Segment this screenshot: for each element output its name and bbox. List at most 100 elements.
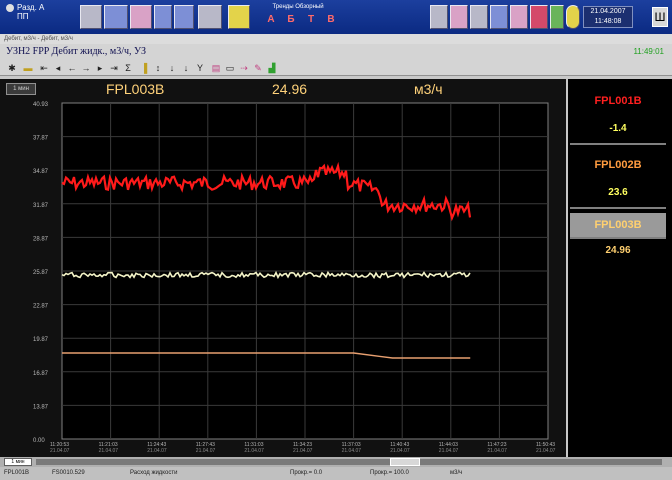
status-high: Прокр.= 100.0 xyxy=(370,470,409,476)
trend-chart-svg[interactable]: 40.93 37.87 34.87 31.87 28.87 25.87 22.87 19.87… xyxy=(0,101,566,457)
y-tick-label: 19.87 xyxy=(33,337,49,343)
title-bar: УЗН2 FPP Дебит жидк., м3/ч, УЗ 11:49:01 xyxy=(0,44,672,60)
scroll-track[interactable] xyxy=(36,459,662,465)
toolbar-button-6[interactable] xyxy=(198,5,222,29)
scroll-back-icon[interactable]: ← xyxy=(67,63,77,73)
x-tick-date: 21.04.07 xyxy=(244,448,264,454)
toolbar-button-4[interactable] xyxy=(154,5,172,29)
step-forward-icon[interactable]: ▸ xyxy=(97,63,103,73)
chart-icon[interactable]: ▟ xyxy=(268,63,276,73)
x-tick-date: 21.04.07 xyxy=(487,448,507,454)
toolbar-letter-t[interactable]: Т xyxy=(307,14,315,25)
scroll-forward-icon[interactable]: → xyxy=(81,63,91,73)
export-icon[interactable]: ⇢ xyxy=(240,63,248,73)
x-tick-time: 11:37:03 xyxy=(342,442,361,448)
toolbar-group-label: Тренды Обзорный xyxy=(272,4,324,10)
x-tick-time: 11:21:03 xyxy=(99,442,118,448)
y-tick-label: 37.87 xyxy=(33,136,49,142)
toolbar-button-2[interactable] xyxy=(104,5,128,29)
toolbar-button-1[interactable] xyxy=(80,5,102,29)
tag-card-3-header[interactable]: FPL003B xyxy=(570,213,666,239)
selected-tag: FPL003B xyxy=(106,81,165,97)
x-tick-date: 21.04.07 xyxy=(293,448,313,454)
logo-circle-icon xyxy=(6,3,14,12)
open-folder-icon[interactable]: ▬ xyxy=(23,63,33,73)
status-bar: FPL001B FS0010.529 Расход жидкости Прокр… xyxy=(0,467,672,480)
status-code: FS0010.529 xyxy=(52,470,85,476)
sum-icon[interactable]: Σ xyxy=(125,63,131,73)
tag-card-3-body[interactable]: 24.96 xyxy=(570,239,666,265)
tag-card-1-value: -1.4 xyxy=(609,123,627,134)
copy-icon[interactable]: ▭ xyxy=(225,63,235,73)
print-icon[interactable]: ▤ xyxy=(211,63,221,73)
fit-icon[interactable]: ▐ xyxy=(140,63,148,73)
alarm-indicator-icon[interactable] xyxy=(566,5,580,29)
scroll-thumb[interactable] xyxy=(390,458,420,466)
series-yellow-line xyxy=(61,270,471,280)
x-tick-date: 21.04.07 xyxy=(99,448,119,454)
tag-card-2-name: FPL002B xyxy=(594,159,642,171)
toolbar-button-8[interactable] xyxy=(450,5,468,29)
folder-icon[interactable] xyxy=(228,5,250,29)
tag-card-1-name: FPL001B xyxy=(594,95,642,107)
zoom-out-icon[interactable]: ⇤ xyxy=(40,63,48,73)
toolbar-button-3[interactable] xyxy=(130,5,152,29)
x-tick-time: 11:20:53 xyxy=(50,442,69,448)
filter-icon[interactable]: Y xyxy=(196,63,203,73)
y-tick-label: 22.87 xyxy=(33,304,49,310)
toolbar-letter-b[interactable]: Б xyxy=(287,14,295,25)
title-time: 11:49:01 xyxy=(633,47,664,56)
page-title: УЗН2 FPP Дебит жидк., м3/ч, УЗ xyxy=(6,46,146,57)
x-tick-time: 11:24:43 xyxy=(147,442,166,448)
toolbar-button-10[interactable] xyxy=(490,5,508,29)
tag-card-2[interactable]: FPL002B 23.6 xyxy=(570,147,666,209)
y-tick-label: 16.87 xyxy=(33,371,49,377)
toolbar-button-5[interactable] xyxy=(174,5,194,29)
toolbar-button-13[interactable] xyxy=(550,5,564,29)
toolbar-button-7[interactable] xyxy=(430,5,448,29)
x-tick-time: 11:44:03 xyxy=(439,442,458,448)
x-tick-date: 21.04.07 xyxy=(196,448,216,454)
down-arrow-2-icon[interactable]: ↓ xyxy=(183,63,189,73)
y-tick-label: 25.87 xyxy=(33,270,49,276)
zoom-in-icon[interactable]: ⇥ xyxy=(110,63,118,73)
down-arrow-icon[interactable]: ↓ xyxy=(169,63,175,73)
series-orange-line xyxy=(62,352,471,359)
settings-icon[interactable]: ✱ xyxy=(8,63,16,73)
toolbar-button-11[interactable] xyxy=(510,5,528,29)
step-back-icon[interactable]: ◂ xyxy=(55,63,61,73)
edit-icon[interactable]: ✎ xyxy=(254,63,262,73)
toolbar-button-9[interactable] xyxy=(470,5,488,29)
toolbar-letter-a[interactable]: А xyxy=(267,14,275,25)
x-tick-date: 21.04.07 xyxy=(342,448,362,454)
x-tick-date: 21.04.07 xyxy=(439,448,459,454)
y-tick-label: 34.87 xyxy=(33,169,49,175)
tag-card-3-name: FPL003B xyxy=(594,219,642,231)
toolbar-letter-v[interactable]: В xyxy=(327,14,335,25)
x-tick-date: 21.04.07 xyxy=(536,448,556,454)
selected-unit: м3/ч xyxy=(414,81,443,97)
clock-time: 11:48:08 xyxy=(594,18,622,25)
x-tick-time: 11:27:43 xyxy=(196,442,215,448)
series-red-line xyxy=(61,161,472,222)
time-scrollbar[interactable]: 1 мин xyxy=(0,457,672,467)
y-tick-label: 13.87 xyxy=(33,404,49,410)
vertical-scale-icon[interactable]: ↕ xyxy=(155,63,161,73)
breadcrumb: Дебит, м3/ч - Дебит, м3/ч xyxy=(0,34,672,44)
time-scale-button[interactable]: 1 мин xyxy=(6,83,36,95)
y-tick-label: 28.87 xyxy=(33,236,49,242)
x-tick-date: 21.04.07 xyxy=(390,448,410,454)
chart-header: 1 мин FPL003B 24.96 м3/ч xyxy=(0,79,566,101)
x-tick-time: 11:47:23 xyxy=(487,442,506,448)
x-tick-time: 11:34:23 xyxy=(293,442,312,448)
toolbar-button-12[interactable] xyxy=(530,5,548,29)
trend-tools-bar: ✱ ▬ ⇤ ◂ ← → ▸ ⇥ Σ ▐ ↕ ↓ ↓ Y ▤ ▭ ⇢ ✎ ▟ xyxy=(0,60,672,76)
trend-chart[interactable]: 40.93 37.87 34.87 31.87 28.87 25.87 22.87 19.87… xyxy=(0,101,566,457)
clock-date: 21.04.2007 xyxy=(590,8,626,15)
app-logo[interactable]: Разд. А ПП xyxy=(6,3,76,31)
status-tag: FPL001B xyxy=(4,470,30,476)
tag-card-1[interactable]: FPL001B -1.4 xyxy=(570,83,666,145)
exit-button[interactable]: Ш xyxy=(652,7,668,27)
main-toolbar: Разд. А ПП Тренды Обзорный А Б Т В 21.04… xyxy=(0,0,672,34)
scroll-scale-box[interactable]: 1 мин xyxy=(4,458,32,466)
